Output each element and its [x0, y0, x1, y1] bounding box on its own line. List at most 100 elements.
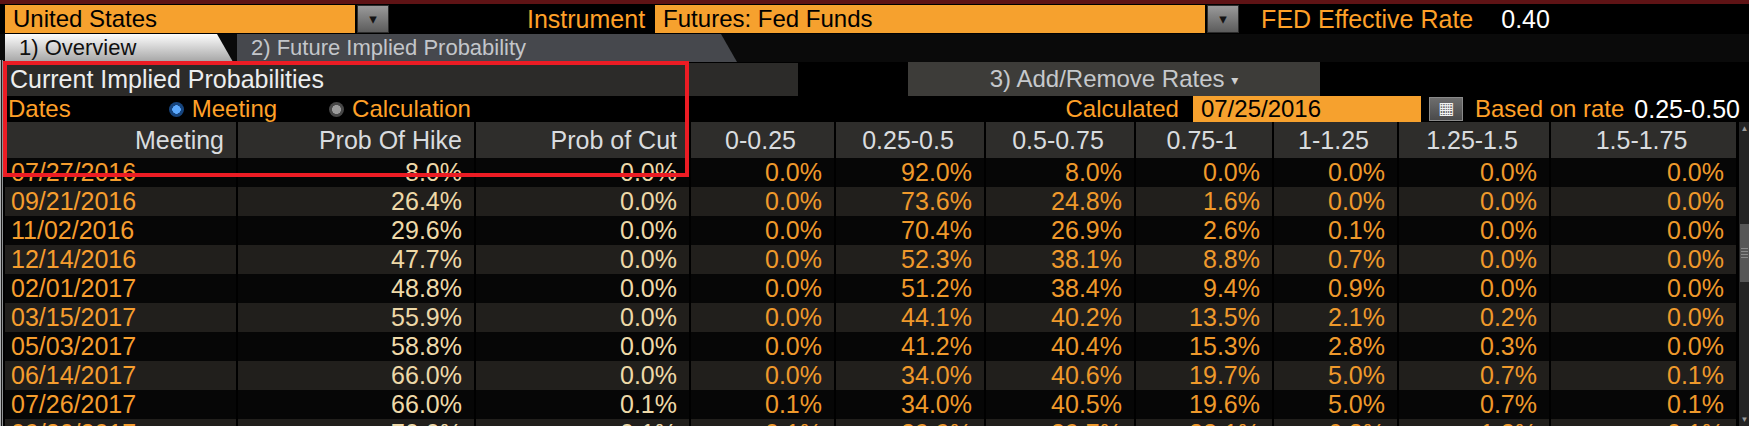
probability-cell: 0.7% — [1273, 245, 1398, 274]
probability-cell: 0.0% — [1550, 158, 1737, 187]
column-header: Prob of Cut — [475, 122, 690, 158]
vertical-scrollbar[interactable]: ▲ ▼ — [1738, 122, 1749, 426]
top-bar: United States ▾ Instrument Futures: Fed … — [0, 4, 1749, 34]
probability-cell: 0.1% — [690, 419, 835, 426]
scrollbar-up-icon[interactable]: ▲ — [1739, 122, 1749, 135]
probability-cell: 66.0% — [237, 390, 475, 419]
panel-title-row: Current Implied Probabilities 3) Add/Rem… — [0, 62, 1749, 96]
column-header: Meeting — [5, 122, 237, 158]
probability-cell: 0.0% — [1273, 158, 1398, 187]
column-header: 0.75-1 — [1135, 122, 1273, 158]
probability-cell: 48.8% — [237, 274, 475, 303]
table-row[interactable]: 09/21/201626.4%0.0%0.0%73.6%24.8%1.6%0.0… — [5, 187, 1737, 216]
probability-cell: 58.8% — [237, 332, 475, 361]
country-dropdown-arrow-icon[interactable]: ▾ — [357, 5, 389, 33]
probability-cell: 0.0% — [1398, 187, 1550, 216]
probability-cell: 0.0% — [475, 187, 690, 216]
meeting-date-cell: 09/21/2016 — [5, 187, 237, 216]
meeting-date-cell: 05/03/2017 — [5, 332, 237, 361]
probability-cell: 0.1% — [1550, 419, 1737, 426]
column-header: 1-1.25 — [1273, 122, 1398, 158]
meeting-date-cell: 03/15/2017 — [5, 303, 237, 332]
column-header: 1.25-1.5 — [1398, 122, 1550, 158]
table-row[interactable]: 06/14/201766.0%0.0%0.0%34.0%40.6%19.7%5.… — [5, 361, 1737, 390]
scrollbar-grip — [1741, 248, 1748, 259]
probability-cell: 13.5% — [1135, 303, 1273, 332]
probability-cell: 0.0% — [1550, 216, 1737, 245]
calendar-icon[interactable]: ▦ — [1429, 97, 1463, 121]
tab-future-implied-probability[interactable]: 2) Future Implied Probability — [237, 34, 737, 62]
probability-cell: 40.2% — [985, 303, 1135, 332]
table-row[interactable]: 02/01/201748.8%0.0%0.0%51.2%38.4%9.4%0.9… — [5, 274, 1737, 303]
probability-cell: 0.0% — [690, 361, 835, 390]
table-row[interactable]: 11/02/201629.6%0.0%0.0%70.4%26.9%2.6%0.1… — [5, 216, 1737, 245]
meeting-date-cell: 06/14/2017 — [5, 361, 237, 390]
table-row[interactable]: 05/03/201758.8%0.0%0.0%41.2%40.4%15.3%2.… — [5, 332, 1737, 361]
probability-cell: 8.8% — [1135, 245, 1273, 274]
table-row[interactable]: 12/14/201647.7%0.0%0.0%52.3%38.1%8.8%0.7… — [5, 245, 1737, 274]
probability-cell: 19.6% — [1135, 390, 1273, 419]
scrollbar-down-icon[interactable]: ▼ — [1739, 413, 1749, 426]
radio-calculation[interactable]: Calculation — [329, 95, 471, 123]
radio-selected-icon[interactable] — [169, 102, 184, 117]
table-row[interactable]: 09/20/201770.0%0.1%0.1%29.9%39.7%22.1%6.… — [5, 419, 1737, 426]
caret-down-icon: ▾ — [1231, 72, 1238, 88]
country-select[interactable]: United States — [5, 5, 355, 33]
table-row[interactable]: 07/26/201766.0%0.1%0.1%34.0%40.5%19.6%5.… — [5, 390, 1737, 419]
probability-cell: 0.0% — [1398, 245, 1550, 274]
meeting-date-cell: 11/02/2016 — [5, 216, 237, 245]
probability-cell: 41.2% — [835, 332, 985, 361]
calculated-date-input[interactable] — [1193, 96, 1421, 122]
radio-calculation-label: Calculation — [352, 95, 471, 123]
probability-cell: 0.9% — [1273, 274, 1398, 303]
probability-cell: 1.6% — [1135, 187, 1273, 216]
based-on-rate-label: Based on rate — [1475, 95, 1624, 123]
probability-cell: 70.4% — [835, 216, 985, 245]
probability-cell: 0.0% — [690, 303, 835, 332]
table-row[interactable]: 03/15/201755.9%0.0%0.0%44.1%40.2%13.5%2.… — [5, 303, 1737, 332]
probability-cell: 0.1% — [1273, 216, 1398, 245]
radio-unselected-icon[interactable] — [329, 102, 344, 117]
probability-cell: 26.9% — [985, 216, 1135, 245]
probability-cell: 0.7% — [1398, 390, 1550, 419]
probability-cell: 0.0% — [475, 216, 690, 245]
probability-cell: 92.0% — [835, 158, 985, 187]
probability-cell: 24.8% — [985, 187, 1135, 216]
probability-cell: 47.7% — [237, 245, 475, 274]
radio-meeting[interactable]: Meeting — [169, 95, 277, 123]
implied-probabilities-table: MeetingProb Of HikeProb of Cut0-0.250.25… — [5, 122, 1738, 426]
controls-row: Dates Meeting Calculation Calculated ▦ B… — [0, 96, 1749, 122]
probability-cell: 0.0% — [475, 158, 690, 187]
probability-cell: 0.0% — [1273, 187, 1398, 216]
meeting-date-cell: 07/26/2017 — [5, 390, 237, 419]
table-body: 07/27/20168.0%0.0%0.0%92.0%8.0%0.0%0.0%0… — [5, 158, 1737, 426]
tab-overview[interactable]: 1) Overview — [5, 34, 233, 62]
probability-cell: 0.0% — [475, 332, 690, 361]
table-row[interactable]: 07/27/20168.0%0.0%0.0%92.0%8.0%0.0%0.0%0… — [5, 158, 1737, 187]
probability-cell: 0.0% — [690, 187, 835, 216]
probability-cell: 9.4% — [1135, 274, 1273, 303]
add-remove-rates-button[interactable]: 3) Add/Remove Rates ▾ — [908, 62, 1320, 96]
panel-left-border — [0, 60, 3, 426]
probability-cell: 39.7% — [985, 419, 1135, 426]
instrument-select[interactable]: Futures: Fed Funds — [655, 5, 1205, 33]
probability-cell: 0.1% — [475, 419, 690, 426]
probability-cell: 26.4% — [237, 187, 475, 216]
tab-bar: 1) Overview 2) Future Implied Probabilit… — [0, 34, 1749, 62]
table-header: MeetingProb Of HikeProb of Cut0-0.250.25… — [5, 122, 1737, 158]
probability-cell: 38.4% — [985, 274, 1135, 303]
fed-effective-rate-label: FED Effective Rate — [1261, 5, 1473, 34]
meeting-date-cell: 07/27/2016 — [5, 158, 237, 187]
instrument-dropdown-arrow-icon[interactable]: ▾ — [1207, 5, 1239, 33]
probability-cell: 70.0% — [237, 419, 475, 426]
probability-cell: 0.0% — [475, 274, 690, 303]
probability-cell: 0.1% — [475, 390, 690, 419]
probability-cell: 0.0% — [690, 216, 835, 245]
probability-cell: 29.9% — [835, 419, 985, 426]
dates-label: Dates — [8, 95, 71, 123]
probability-cell: 22.1% — [1135, 419, 1273, 426]
meeting-date-cell: 12/14/2016 — [5, 245, 237, 274]
probability-cell: 0.0% — [475, 303, 690, 332]
scrollbar-thumb[interactable] — [1740, 224, 1749, 282]
probability-cell: 0.0% — [1550, 303, 1737, 332]
